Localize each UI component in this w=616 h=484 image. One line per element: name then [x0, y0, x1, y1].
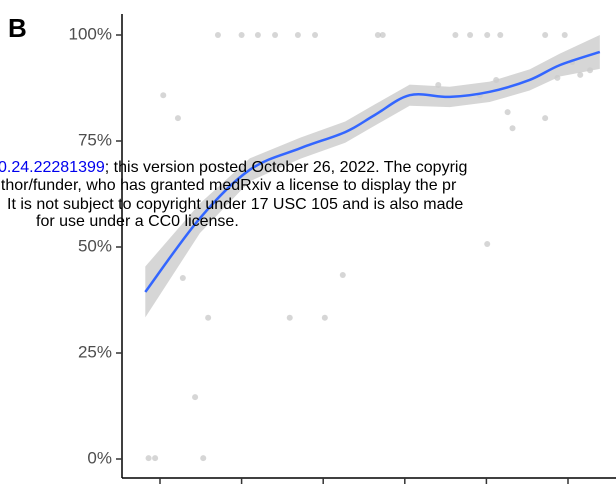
point: [272, 32, 279, 38]
watermark-link: 0.24.22281399: [0, 159, 105, 176]
point: [542, 32, 549, 38]
point: [174, 115, 181, 122]
y-tick-label: 100%: [69, 24, 112, 43]
point: [542, 115, 549, 122]
watermark-text: It is not subject to copyright under 17 …: [7, 196, 463, 213]
point: [192, 394, 199, 401]
point: [577, 71, 584, 78]
y-tick-label: 0%: [87, 448, 112, 467]
watermark-line: It is not subject to copyright under 17 …: [7, 196, 463, 213]
smooth-line: [144, 50, 601, 293]
point: [379, 32, 386, 38]
point: [205, 314, 212, 321]
point: [321, 314, 328, 321]
point: [374, 32, 381, 38]
point: [179, 274, 186, 281]
point: [484, 32, 491, 38]
point: [452, 32, 459, 38]
point: [238, 32, 245, 38]
point: [254, 32, 261, 38]
confidence-band: [145, 35, 600, 318]
point: [467, 32, 474, 38]
panel-label: B: [8, 13, 27, 43]
watermark-text: 0.24.22281399; this version posted Octob…: [0, 159, 467, 176]
point: [339, 271, 346, 278]
point: [214, 32, 221, 38]
point: [561, 32, 568, 38]
watermark-text: uthor/funder, who has granted medRxiv a …: [0, 177, 457, 194]
point: [312, 32, 319, 38]
point: [286, 314, 293, 321]
watermark-line: for use under a CC0 license.: [36, 213, 239, 230]
point: [160, 92, 167, 99]
y-tick-label: 50%: [78, 236, 112, 255]
point: [152, 455, 159, 462]
point: [294, 32, 301, 38]
point: [509, 125, 516, 132]
point: [497, 32, 504, 38]
point: [484, 241, 491, 248]
watermark-line: ; this version posted October 26, 2022. …: [105, 159, 468, 176]
y-tick-label: 75%: [78, 130, 112, 149]
y-tick-label: 25%: [78, 342, 112, 361]
point: [200, 455, 207, 462]
watermark-text: for use under a CC0 license.: [36, 213, 239, 230]
point: [504, 109, 511, 116]
point: [145, 455, 152, 462]
watermark-line: uthor/funder, who has granted medRxiv a …: [0, 177, 457, 194]
